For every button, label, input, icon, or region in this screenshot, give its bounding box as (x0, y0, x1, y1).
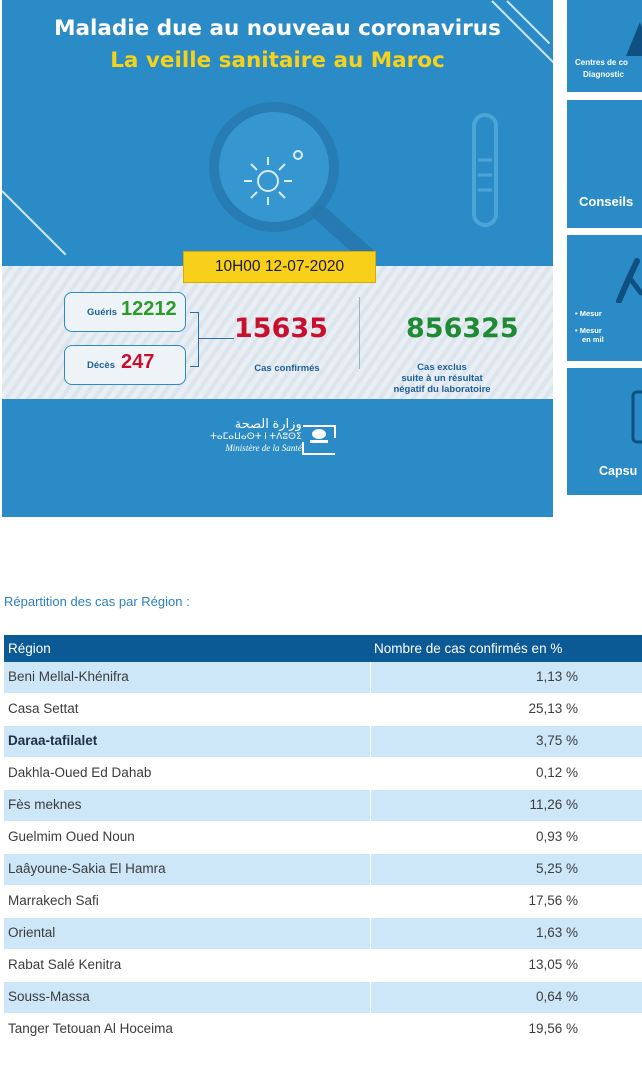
deaths-label: Décès (87, 360, 115, 371)
test-tube-icon (472, 113, 498, 227)
percent-cell: 1,13 % (535, 669, 578, 684)
table-row: Oriental 1,63 % (4, 918, 642, 949)
infographic-banner: Maladie due au nouveau coronavirus La ve… (2, 0, 553, 517)
ministry-name-arabic: وزارة الصحة (234, 416, 302, 431)
side-card-label: Diagnostic (583, 70, 624, 79)
table-row: Laâyoune-Sakia El Hamra 5,25 % (4, 854, 642, 885)
side-card-advice[interactable]: Conseils (567, 100, 642, 228)
table-row: Casa Settat 25,13 % (4, 694, 642, 725)
bracket-connector (198, 338, 234, 340)
column-header-percent: Nombre de cas confirmés en % (374, 641, 563, 656)
region-cell: Fès meknes (8, 797, 82, 812)
region-cell: Oriental (8, 925, 56, 940)
person-icon (616, 258, 642, 303)
percent-cell: 0,64 % (535, 989, 578, 1004)
side-card-measures[interactable]: • Mesur • Mesur en mil (567, 235, 642, 361)
table-row: Dakhla-Oued Ed Dahab 0,12 % (4, 758, 642, 789)
percent-cell: 13,05 % (528, 957, 578, 972)
percent-cell: 11,26 % (529, 797, 578, 812)
table-row: Rabat Salé Kenitra 13,05 % (4, 950, 642, 981)
percent-cell: 25,13 % (528, 701, 578, 716)
ministry-name-french: Ministère de la Santé (225, 443, 302, 453)
table-row: Beni Mellal-Khénifra 1,13 % (4, 662, 642, 693)
side-card-testing-centers[interactable]: Centres de co Diagnostic (567, 0, 642, 92)
percent-cell: 19,56 % (528, 1021, 578, 1036)
banner-subtitle: La veille sanitaire au Maroc (110, 48, 445, 73)
banner-title: Maladie due au nouveau coronavirus (54, 16, 501, 41)
recovered-value: 12212 (121, 298, 177, 320)
ministry-name-tifinagh: ⵜⴰⵎⴰⵡⴰⵙⵜ ⵏ ⵜⴷⵓⵙⵉ (210, 431, 302, 441)
side-card-label: • Mesur (575, 326, 602, 335)
stats-divider (359, 297, 360, 369)
region-cell: Dakhla-Oued Ed Dahab (8, 765, 152, 780)
region-cell: Casa Settat (8, 701, 79, 716)
ministry-name: وزارة الصحة ⵜⴰⵎⴰⵡⴰⵙⵜ ⵏ ⵜⴷⵓⵙⵉ Ministère d… (210, 416, 302, 454)
confirmed-label: Cas confirmés (254, 363, 320, 374)
bracket-connector (190, 312, 199, 367)
recovered-label: Guéris (87, 307, 118, 318)
table-caption: Répartition des cas par Région : (4, 594, 190, 609)
column-header-region: Région (8, 641, 51, 656)
percent-cell: 5,25 % (535, 861, 578, 876)
excluded-value: 856325 (406, 313, 519, 344)
table-row: Guelmim Oued Noun 0,93 % (4, 822, 642, 853)
region-cell: Laâyoune-Sakia El Hamra (8, 861, 166, 876)
excluded-label-line: négatif du laboratoire (393, 384, 491, 395)
table-header: Région Nombre de cas confirmés en % (4, 635, 642, 662)
confirmed-value: 15635 (234, 313, 328, 344)
table-row: Fès meknes 11,26 % (4, 790, 642, 821)
magnifier-virus-icon (209, 102, 375, 263)
deaths-pill: Décès 247 (64, 345, 186, 385)
ministry-logo-icon (302, 425, 336, 455)
date-badge: 10H00 12-07-2020 (183, 251, 376, 283)
region-cell: Guelmim Oued Noun (8, 829, 135, 844)
table-row: Daraa-tafilalet 3,75 % (4, 726, 642, 757)
excluded-label: Cas exclus suite à un résultat négatif d… (372, 362, 512, 395)
deaths-value: 247 (121, 351, 155, 373)
table-row: Souss-Massa 0,64 % (4, 982, 642, 1013)
percent-cell: 0,12 % (535, 765, 578, 780)
region-cell: Beni Mellal-Khénifra (8, 669, 129, 684)
side-card-capsules[interactable]: Capsu (567, 368, 642, 495)
percent-cell: 1,63 % (535, 925, 578, 940)
recovered-pill: Guéris 12212 (64, 292, 186, 332)
percent-cell: 3,75 % (535, 733, 578, 748)
building-icon (626, 22, 642, 56)
side-card-label: Capsu (599, 464, 638, 478)
excluded-label-line: suite à un résultat (401, 373, 483, 384)
side-card-label: • Mesur (575, 309, 602, 318)
side-card-label: Centres de co (575, 58, 628, 67)
region-cell: Souss-Massa (8, 989, 90, 1004)
region-cell: Tanger Tetouan Al Hoceima (8, 1021, 173, 1036)
phone-icon (631, 390, 642, 444)
percent-cell: 0,93 % (535, 829, 578, 844)
table-row: Tanger Tetouan Al Hoceima 19,56 % (4, 1014, 642, 1045)
excluded-label-line: Cas exclus (417, 362, 467, 373)
table-row: Marrakech Safi 17,56 % (4, 886, 642, 917)
region-cell: Marrakech Safi (8, 893, 99, 908)
side-card-label: en mil (582, 335, 604, 344)
decorative-line (2, 190, 67, 256)
region-cell: Rabat Salé Kenitra (8, 957, 122, 972)
side-card-label: Conseils (579, 194, 634, 209)
percent-cell: 17,56 % (528, 893, 578, 908)
region-cell: Daraa-tafilalet (8, 733, 98, 748)
